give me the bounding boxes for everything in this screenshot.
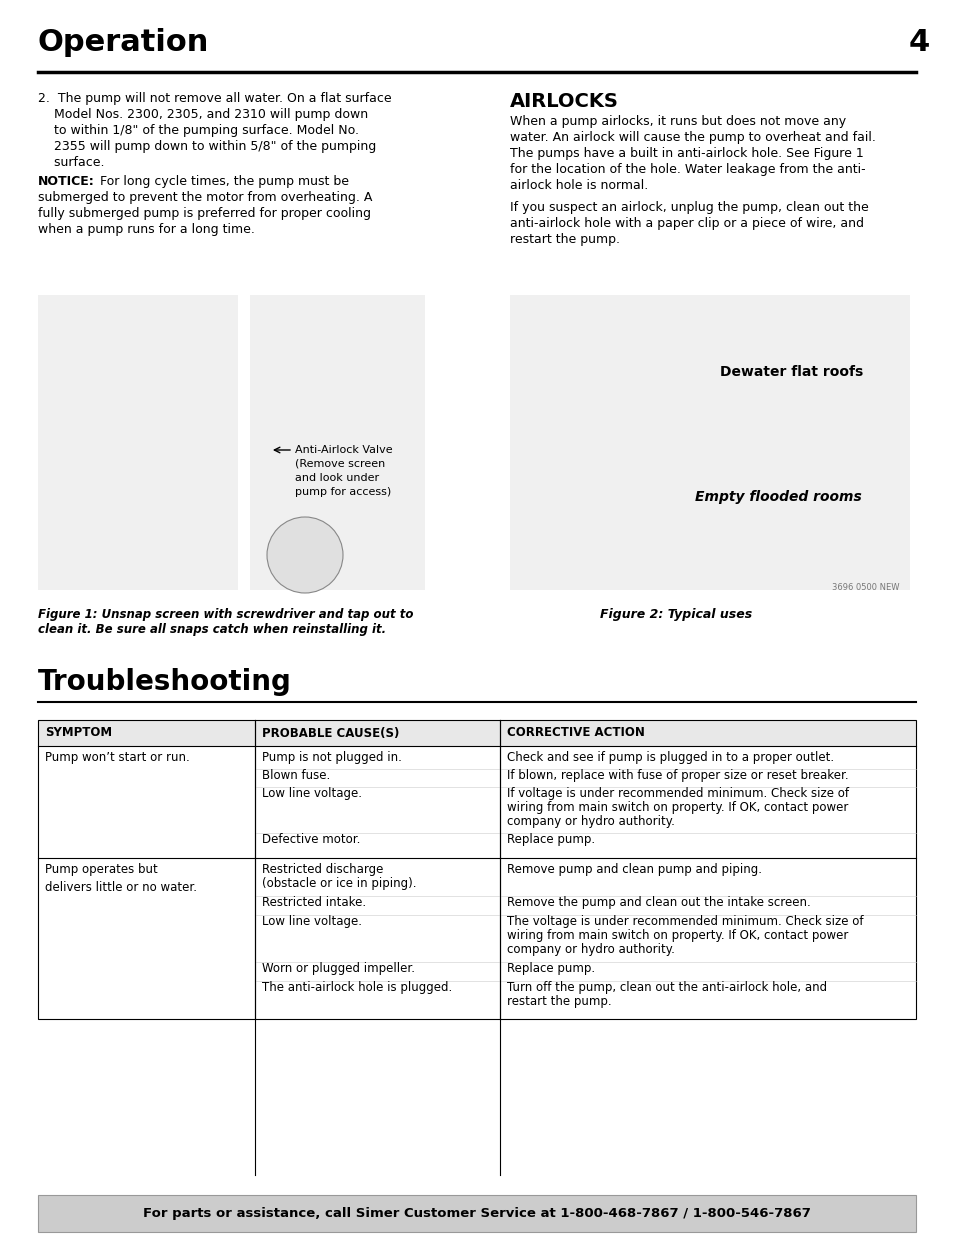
Text: SYMPTOM: SYMPTOM [45,726,112,740]
Text: 2.  The pump will not remove all water. On a flat surface: 2. The pump will not remove all water. O… [38,91,392,105]
Text: Figure 1: Unsnap screen with screwdriver and tap out to: Figure 1: Unsnap screen with screwdriver… [38,608,413,621]
Text: anti-airlock hole with a paper clip or a piece of wire, and: anti-airlock hole with a paper clip or a… [510,217,863,230]
Text: Pump operates but
delivers little or no water.: Pump operates but delivers little or no … [45,863,196,894]
Text: wiring from main switch on property. If OK, contact power: wiring from main switch on property. If … [506,802,847,814]
Text: clean it. Be sure all snaps catch when reinstalling it.: clean it. Be sure all snaps catch when r… [38,622,386,636]
Text: Turn off the pump, clean out the anti-airlock hole, and: Turn off the pump, clean out the anti-ai… [506,981,826,994]
Text: The anti-airlock hole is plugged.: The anti-airlock hole is plugged. [262,981,452,994]
Text: restart the pump.: restart the pump. [506,995,611,1008]
Text: Defective motor.: Defective motor. [262,832,360,846]
Circle shape [267,517,343,593]
Text: submerged to prevent the motor from overheating. A: submerged to prevent the motor from over… [38,191,372,204]
Text: wiring from main switch on property. If OK, contact power: wiring from main switch on property. If … [506,929,847,942]
Text: for the location of the hole. Water leakage from the anti-: for the location of the hole. Water leak… [510,163,864,177]
Text: Restricted intake.: Restricted intake. [262,897,366,909]
Text: company or hydro authority.: company or hydro authority. [506,944,674,956]
Text: 3696 0500 NEW: 3696 0500 NEW [832,583,899,592]
Text: Blown fuse.: Blown fuse. [262,769,330,782]
Bar [38,1195,915,1233]
Text: Low line voltage.: Low line voltage. [262,787,361,800]
Text: Operation: Operation [38,28,209,57]
Text: Dewater flat roofs: Dewater flat roofs [720,366,862,379]
Text: The pumps have a built in anti-airlock hole. See Figure 1: The pumps have a built in anti-airlock h… [510,147,862,161]
Text: If voltage is under recommended minimum. Check size of: If voltage is under recommended minimum.… [506,787,848,800]
Text: The voltage is under recommended minimum. Check size of: The voltage is under recommended minimum… [506,915,862,927]
Bar [38,720,915,746]
Text: to within 1/8" of the pumping surface. Model No.: to within 1/8" of the pumping surface. M… [38,124,358,137]
Text: Low line voltage.: Low line voltage. [262,915,361,927]
Text: Check and see if pump is plugged in to a proper outlet.: Check and see if pump is plugged in to a… [506,751,833,764]
Text: For parts or assistance, call Simer Customer Service at 1-800-468-7867 / 1-800-5: For parts or assistance, call Simer Cust… [143,1207,810,1220]
Text: Figure 2: Typical uses: Figure 2: Typical uses [599,608,752,621]
Text: when a pump runs for a long time.: when a pump runs for a long time. [38,224,254,236]
Text: 4: 4 [908,28,929,57]
Text: Replace pump.: Replace pump. [506,832,595,846]
Text: PROBABLE CAUSE(S): PROBABLE CAUSE(S) [262,726,399,740]
Text: Model Nos. 2300, 2305, and 2310 will pump down: Model Nos. 2300, 2305, and 2310 will pum… [38,107,368,121]
Bar [38,295,237,590]
Text: CORRECTIVE ACTION: CORRECTIVE ACTION [506,726,644,740]
Text: Worn or plugged impeller.: Worn or plugged impeller. [262,962,415,974]
Text: Remove the pump and clean out the intake screen.: Remove the pump and clean out the intake… [506,897,810,909]
Text: If you suspect an airlock, unplug the pump, clean out the: If you suspect an airlock, unplug the pu… [510,201,868,214]
Text: Pump is not plugged in.: Pump is not plugged in. [262,751,401,764]
Bar [510,295,909,590]
Bar [38,720,915,1019]
Text: Replace pump.: Replace pump. [506,962,595,974]
Text: Empty flooded rooms: Empty flooded rooms [695,490,861,504]
Text: company or hydro authority.: company or hydro authority. [506,815,674,827]
Text: When a pump airlocks, it runs but does not move any: When a pump airlocks, it runs but does n… [510,115,845,128]
Bar [250,295,424,590]
Text: airlock hole is normal.: airlock hole is normal. [510,179,648,191]
Text: Anti-Airlock Valve
(Remove screen
and look under
pump for access): Anti-Airlock Valve (Remove screen and lo… [294,445,393,496]
Text: For long cycle times, the pump must be: For long cycle times, the pump must be [96,175,349,188]
Text: restart the pump.: restart the pump. [510,233,619,246]
Text: Restricted discharge: Restricted discharge [262,863,383,876]
Text: water. An airlock will cause the pump to overheat and fail.: water. An airlock will cause the pump to… [510,131,875,144]
Text: fully submerged pump is preferred for proper cooling: fully submerged pump is preferred for pr… [38,207,371,220]
Text: NOTICE:: NOTICE: [38,175,94,188]
Text: 2355 will pump down to within 5/8" of the pumping: 2355 will pump down to within 5/8" of th… [38,140,375,153]
Text: surface.: surface. [38,156,105,169]
Text: Remove pump and clean pump and piping.: Remove pump and clean pump and piping. [506,863,761,876]
Text: (obstacle or ice in piping).: (obstacle or ice in piping). [262,877,416,890]
Text: Troubleshooting: Troubleshooting [38,668,292,697]
Text: If blown, replace with fuse of proper size or reset breaker.: If blown, replace with fuse of proper si… [506,769,848,782]
Text: AIRLOCKS: AIRLOCKS [510,91,618,111]
Text: Pump won’t start or run.: Pump won’t start or run. [45,751,190,764]
